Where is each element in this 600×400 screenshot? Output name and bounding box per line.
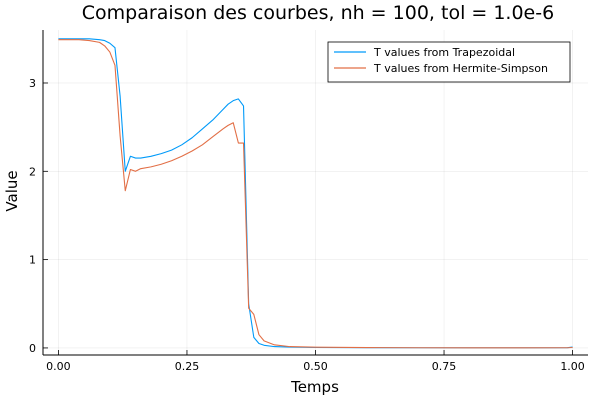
y-tick-label: 1	[29, 254, 36, 267]
tick-labels: 0.00 0.25 0.50 0.75 1.00 0 1 2 3	[29, 77, 585, 373]
series-layer	[58, 38, 573, 349]
legend: T values from Trapezoidal T values from H…	[327, 41, 571, 83]
y-axis-title: Value	[3, 170, 21, 211]
axes	[42, 30, 588, 356]
x-tick-label: 0.25	[175, 360, 200, 373]
y-tick-label: 3	[29, 77, 36, 90]
legend-label: T values from Trapezoidal	[373, 46, 515, 59]
x-axis-title: Temps	[290, 378, 339, 396]
y-tick-label: 2	[29, 165, 36, 178]
x-tick-label: 0.50	[303, 360, 328, 373]
chart-title: Comparaison des courbes, nh = 100, tol =…	[82, 2, 554, 24]
x-tick-label: 0.75	[432, 360, 457, 373]
y-tick-label: 0	[29, 342, 36, 355]
x-tick-label: 1.00	[560, 360, 585, 373]
legend-box	[327, 41, 571, 83]
legend-label: T values from Hermite-Simpson	[373, 62, 548, 75]
x-tick-label: 0.00	[46, 360, 71, 373]
series-line-2	[58, 39, 573, 349]
